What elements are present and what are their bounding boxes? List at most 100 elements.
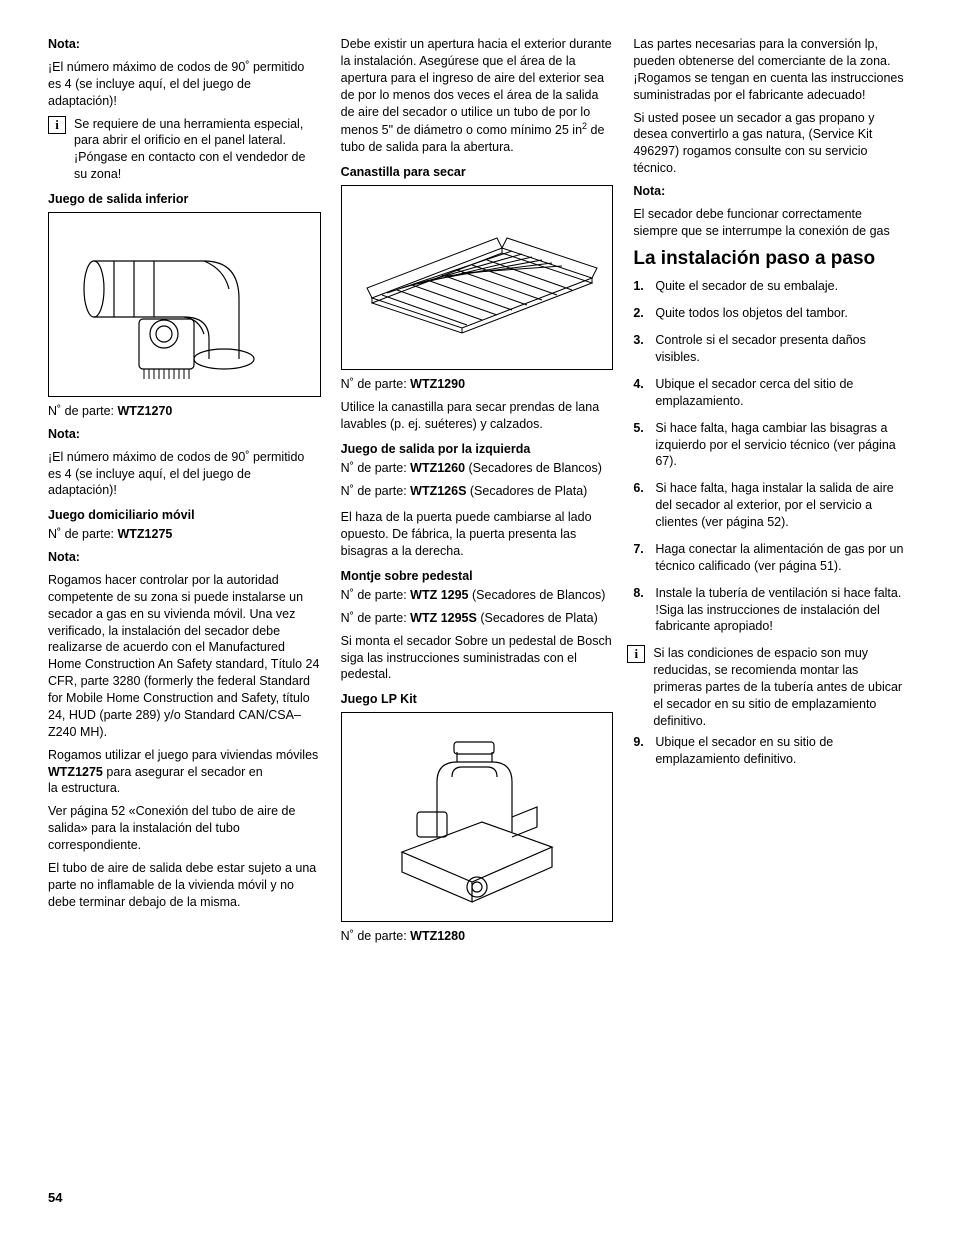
- part-value: WTZ1290: [410, 377, 465, 391]
- info-line: Se requiere de una herramienta especial,…: [74, 117, 303, 148]
- step-item: 1.Quite el secador de su embalaje.: [651, 278, 906, 295]
- step-number: 5.: [633, 420, 643, 437]
- step-number: 7.: [633, 541, 643, 558]
- drying-rack-figure: [341, 185, 614, 370]
- step-text: Si hace falta, haga cambiar las bisagras…: [655, 421, 895, 469]
- subheading: Juego LP Kit: [341, 691, 614, 708]
- install-steps-cont: 9. Ubique el secador en su sitio de empla…: [633, 734, 906, 768]
- info-text: Si las condiciones de espacio son muy re…: [653, 645, 906, 729]
- step-text: !Siga las instrucciones de instalación d…: [655, 603, 879, 634]
- text: Debe existir un apertura hacia el exteri…: [341, 37, 612, 138]
- paragraph: Utilice la canastilla para secar prendas…: [341, 399, 614, 433]
- nota-text: ¡El número máximo de codos de 90˚ permit…: [48, 59, 321, 110]
- step-item: 6.Si hace falta, haga instalar la salida…: [651, 480, 906, 531]
- step-number: 1.: [633, 278, 643, 295]
- part-number-line: N˚ de parte: WTZ 1295 (Secadores de Blan…: [341, 587, 614, 604]
- paragraph: Debe existir un apertura hacia el exteri…: [341, 36, 614, 156]
- column-2: Debe existir un apertura hacia el exteri…: [341, 36, 614, 951]
- step-item: 8.Instale la tubería de ventilación si h…: [651, 585, 906, 636]
- part-value: WTZ1275: [48, 765, 103, 779]
- step-text: Instale la tubería de ventilación si hac…: [655, 586, 901, 600]
- step-number: 3.: [633, 332, 643, 349]
- paragraph: Si usted posee un secador a gas propano …: [633, 110, 906, 178]
- part-label: N˚ de parte:: [341, 611, 410, 625]
- part-value: WTZ 1295: [410, 588, 468, 602]
- step-text: Ubique el secador cerca del sitio de emp…: [655, 377, 853, 408]
- part-label: N˚ de parte:: [341, 377, 410, 391]
- paragraph: Si monta el secador Sobre un pedestal de…: [341, 633, 614, 684]
- step-text: Controle si el secador presenta daños vi…: [655, 333, 866, 364]
- nota-heading: Nota:: [48, 549, 321, 566]
- nota-heading: Nota:: [48, 36, 321, 53]
- section-title: La instalación paso a paso: [633, 248, 906, 271]
- step-text: Quite todos los objetos del tambor.: [655, 306, 847, 320]
- step-text: Quite el secador de su embalaje.: [655, 279, 838, 293]
- info-box: i Si las condiciones de espacio son muy …: [627, 645, 906, 729]
- text: (Secadores de Plata): [466, 484, 587, 498]
- nota-heading: Nota:: [633, 183, 906, 200]
- step-item: 3.Controle si el secador presenta daños …: [651, 332, 906, 366]
- part-label: N˚ de parte:: [341, 461, 410, 475]
- info-text: Se requiere de una herramienta especial,…: [74, 116, 321, 184]
- text: Rogamos utilizar el juego para viviendas…: [48, 748, 318, 762]
- paragraph: El haza de la puerta puede cambiarse al …: [341, 509, 614, 560]
- part-value: WTZ 1295S: [410, 611, 477, 625]
- part-value: WTZ1280: [410, 929, 465, 943]
- step-number: 4.: [633, 376, 643, 393]
- column-3: Las partes necesarias para la conversión…: [633, 36, 906, 951]
- step-text: Si hace falta, haga instalar la salida d…: [655, 481, 893, 529]
- text: (Secadores de Blancos): [465, 461, 602, 475]
- step-item: 7.Haga conectar la alimentación de gas p…: [651, 541, 906, 575]
- step-number: 2.: [633, 305, 643, 322]
- step-item: 9.Ubique el secador en su sitio de empla…: [651, 734, 906, 768]
- info-box: i Se requiere de una herramienta especia…: [48, 116, 321, 184]
- column-1: Nota: ¡El número máximo de codos de 90˚ …: [48, 36, 321, 951]
- info-line: ¡Póngase en contacto con el vendedor de …: [74, 150, 305, 181]
- elbow-duct-figure: [48, 212, 321, 397]
- subheading: Juego domiciliario móvil: [48, 507, 321, 524]
- step-item: 4.Ubique el secador cerca del sitio de e…: [651, 376, 906, 410]
- text: (Secadores de Plata): [477, 611, 598, 625]
- nota-text: ¡El número máximo de codos de 90˚ permit…: [48, 449, 321, 500]
- paragraph: Las partes necesarias para la conversión…: [633, 36, 906, 104]
- page-number: 54: [48, 1189, 62, 1207]
- step-number: 9.: [633, 734, 643, 751]
- part-number-line: N˚ de parte: WTZ1280: [341, 928, 614, 945]
- part-value: WTZ1270: [117, 404, 172, 418]
- part-value: WTZ1260: [410, 461, 465, 475]
- info-icon: i: [627, 645, 645, 663]
- step-item: 5.Si hace falta, haga cambiar las bisagr…: [651, 420, 906, 471]
- step-number: 8.: [633, 585, 643, 602]
- paragraph: Rogamos utilizar el juego para viviendas…: [48, 747, 321, 798]
- paragraph: Ver página 52 «Conexión del tubo de aire…: [48, 803, 321, 854]
- part-label: N˚ de parte:: [48, 527, 117, 541]
- part-number-line: N˚ de parte: WTZ 1295S (Secadores de Pla…: [341, 610, 614, 627]
- step-number: 6.: [633, 480, 643, 497]
- step-text: Haga conectar la alimentación de gas por…: [655, 542, 903, 573]
- part-number-line: N˚ de parte: WTZ126S (Secadores de Plata…: [341, 483, 614, 500]
- part-number-line: N˚ de parte: WTZ1260 (Secadores de Blanc…: [341, 460, 614, 477]
- part-label: N˚ de parte:: [341, 929, 410, 943]
- nota-heading: Nota:: [48, 426, 321, 443]
- part-number-line: N˚ de parte: WTZ1290: [341, 376, 614, 393]
- subheading: Juego de salida por la izquierda: [341, 441, 614, 458]
- part-label: N˚ de parte:: [48, 404, 117, 418]
- part-label: N˚ de parte:: [341, 588, 410, 602]
- nota-text: Rogamos hacer controlar por la autoridad…: [48, 572, 321, 741]
- step-text: Ubique el secador en su sitio de emplaza…: [655, 735, 833, 766]
- install-steps: 1.Quite el secador de su embalaje. 2.Qui…: [633, 278, 906, 635]
- part-value: WTZ1275: [117, 527, 172, 541]
- part-number-line: N˚ de parte: WTZ1270: [48, 403, 321, 420]
- nota-text: El secador debe funcionar correctamente …: [633, 206, 906, 240]
- subheading: Montje sobre pedestal: [341, 568, 614, 585]
- text: (Secadores de Blancos): [469, 588, 606, 602]
- part-value: WTZ126S: [410, 484, 466, 498]
- step-item: 2.Quite todos los objetos del tambor.: [651, 305, 906, 322]
- part-number-line: N˚ de parte: WTZ1275: [48, 526, 321, 543]
- part-label: N˚ de parte:: [341, 484, 410, 498]
- subheading: Juego de salida inferior: [48, 191, 321, 208]
- lp-kit-figure: [341, 712, 614, 922]
- content-columns: Nota: ¡El número máximo de codos de 90˚ …: [48, 36, 906, 951]
- subheading: Canastilla para secar: [341, 164, 614, 181]
- paragraph: El tubo de aire de salida debe estar suj…: [48, 860, 321, 911]
